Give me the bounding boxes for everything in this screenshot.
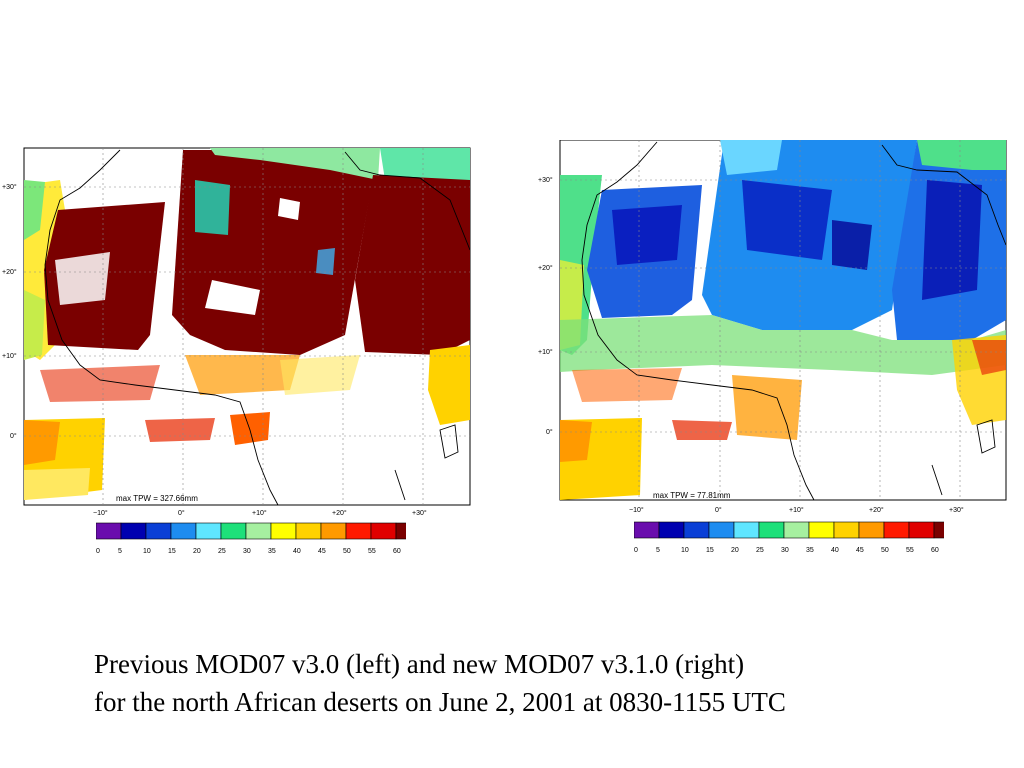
colorbar-tick-label: 40 [293,548,301,555]
colorbar-tick-label: 60 [393,548,401,555]
left-lon-label-0: 0° [178,509,185,517]
right-lon-label-m10: −10° [629,506,644,514]
colorbar-swatch [345,522,372,540]
right-lat-label-10: +10° [538,348,553,356]
left-lat-label-20: +20° [2,268,17,276]
colorbar-tick-label: 0 [96,548,100,555]
right-lon-label-10: +10° [789,506,804,514]
colorbar-swatch [758,521,785,539]
colorbar-tick-label: 40 [831,547,839,554]
caption-line-1: Previous MOD07 v3.0 (left) and new MOD07… [94,649,745,679]
right-colorbar: 0 5 10 15 20 25 30 35 40 45 50 55 60 [634,521,944,554]
right-map: +30° +20° +10° 0° −10° 0° +10° +20° +30°… [538,140,1007,514]
right-tpw-field [560,140,1006,500]
right-lat-label-30: +30° [538,176,553,184]
left-lat-label-30: +30° [2,183,17,191]
colorbar-swatch [370,522,397,540]
colorbar-swatch [270,522,297,540]
colorbar-swatch [395,522,406,540]
colorbar-tick-label: 55 [906,547,914,554]
right-graticule [560,140,1006,500]
colorbar-tick-label: 50 [343,548,351,555]
colorbar-swatch [245,522,272,540]
left-lon-label-30: +30° [412,509,427,517]
colorbar-swatch [908,521,935,539]
colorbar-swatch [96,522,122,540]
colorbar-swatch [170,522,197,540]
left-lon-label-20: +20° [332,509,347,517]
colorbar-tick-label: 55 [368,548,376,555]
colorbar-tick-label: 30 [781,547,789,554]
right-lon-label-0: 0° [715,506,722,514]
right-lon-label-20: +20° [869,506,884,514]
left-lat-label-0: 0° [10,432,17,440]
colorbar-tick-label: 45 [318,548,326,555]
colorbar-swatch [833,521,860,539]
colorbar-swatch [320,522,347,540]
left-map-panel: +30° +20° +10° 0° −10° 0° +10° +20° +30°… [0,140,480,560]
colorbar-tick-label: 45 [856,547,864,554]
left-tpw-field [24,148,470,500]
colorbar-tick-label: 0 [634,547,638,554]
colorbar-swatch [683,521,710,539]
right-lat-label-0: 0° [546,428,553,436]
colorbar-swatch [220,522,247,540]
left-lon-label-m10: −10° [93,509,108,517]
colorbar-tick-label: 20 [193,548,201,555]
colorbar-tick-label: 50 [881,547,889,554]
colorbar-swatch [783,521,810,539]
colorbar-tick-label: 5 [118,548,122,555]
colorbar-swatch [808,521,835,539]
colorbar-tick-label: 20 [731,547,739,554]
colorbar-tick-label: 60 [931,547,939,554]
colorbar-tick-label: 5 [656,547,660,554]
colorbar-tick-label: 35 [806,547,814,554]
caption: Previous MOD07 v3.0 (left) and new MOD07… [94,645,994,721]
right-map-panel: +30° +20° +10° 0° −10° 0° +10° +20° +30°… [532,140,1012,560]
right-lat-label-20: +20° [538,264,553,272]
colorbar-swatch [195,522,222,540]
colorbar-swatch [708,521,735,539]
left-lon-label-10: +10° [252,509,267,517]
left-colorbar: 0 5 10 15 20 25 30 35 40 45 50 55 60 [96,522,406,555]
left-coastline [44,149,471,506]
right-max-tpw-label: max TPW = 77.81mm [653,491,731,500]
colorbar-tick-label: 15 [168,548,176,555]
colorbar-swatch [145,522,172,540]
colorbar-tick-label: 25 [218,548,226,555]
colorbar-swatch [883,521,910,539]
right-lon-label-30: +30° [949,506,964,514]
left-graticule [24,148,470,505]
colorbar-swatch [858,521,885,539]
colorbar-swatch [733,521,760,539]
colorbar-swatch [120,522,147,540]
colorbar-tick-label: 35 [268,548,276,555]
colorbar-swatch [658,521,685,539]
left-lat-label-10: +10° [2,352,17,360]
colorbar-tick-label: 10 [143,548,151,555]
caption-line-2: for the north African deserts on June 2,… [94,687,786,717]
colorbar-swatch [933,521,944,539]
colorbar-swatch [295,522,322,540]
colorbar-swatch [634,521,660,539]
right-coastline [581,141,1007,501]
colorbar-tick-label: 25 [756,547,764,554]
colorbar-tick-label: 15 [706,547,714,554]
colorbar-tick-label: 30 [243,548,251,555]
colorbar-tick-label: 10 [681,547,689,554]
left-max-tpw-label: max TPW = 327.66mm [116,494,198,503]
left-map: +30° +20° +10° 0° −10° 0° +10° +20° +30°… [2,147,471,517]
